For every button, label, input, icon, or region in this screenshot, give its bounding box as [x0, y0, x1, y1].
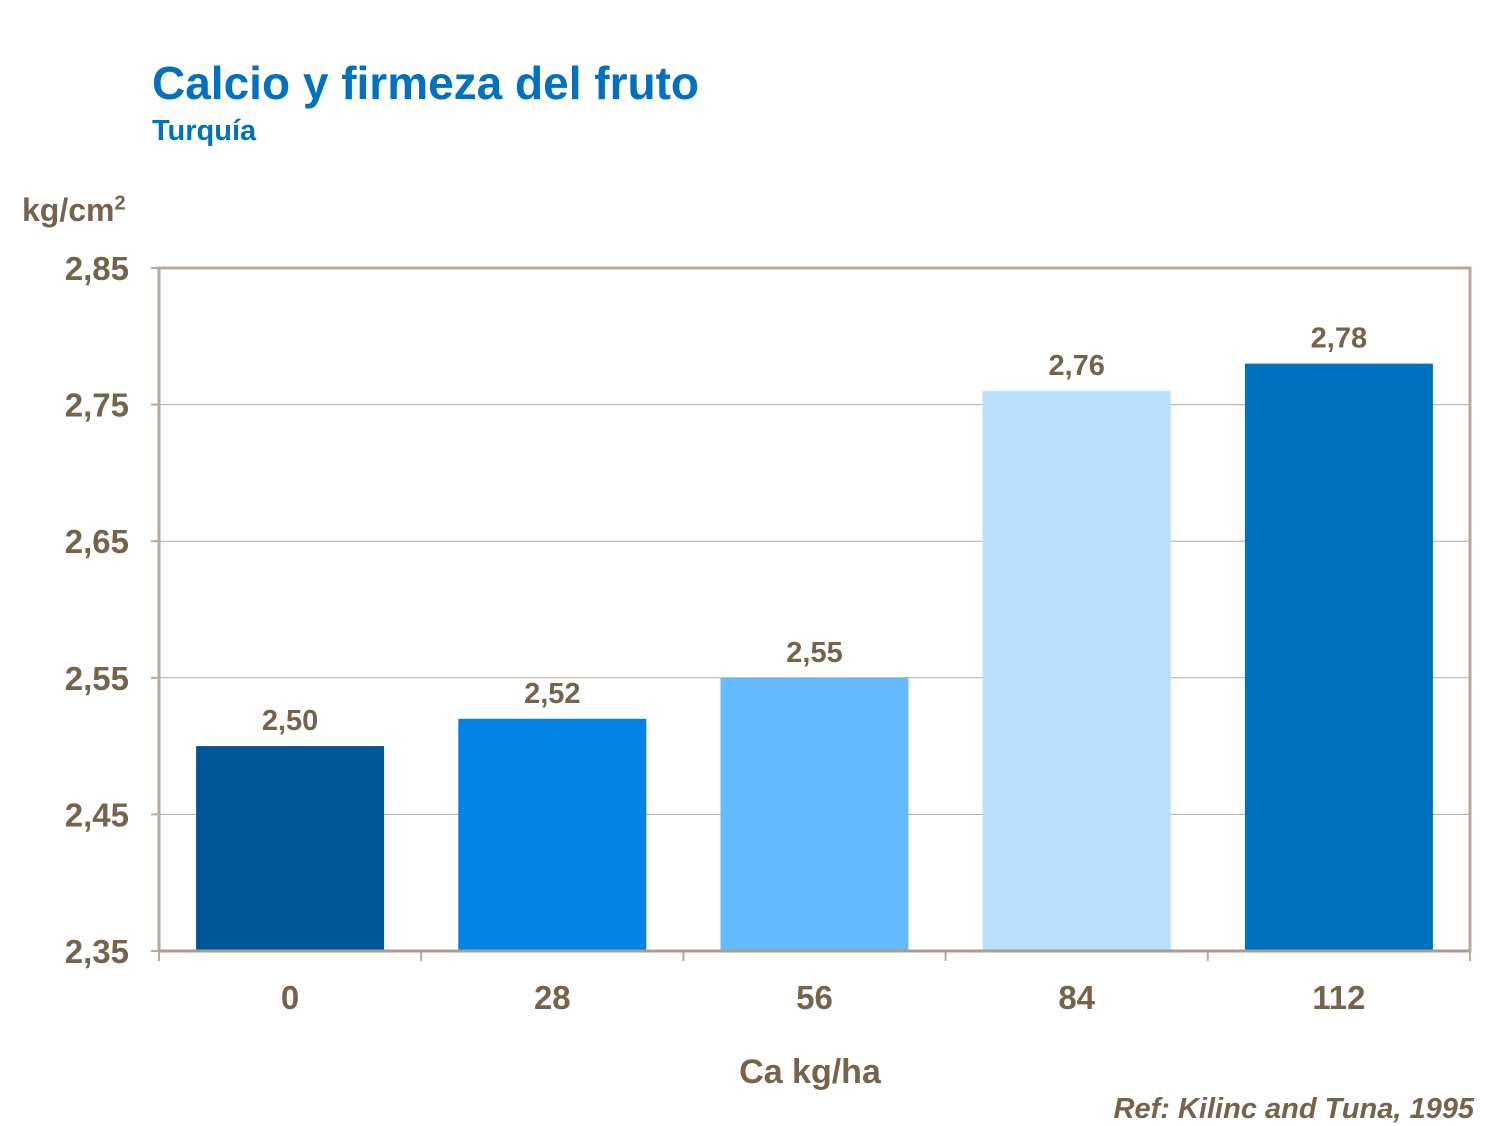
- y-tick-label: 2,45: [65, 796, 129, 833]
- y-tick-label: 2,35: [65, 933, 129, 970]
- x-tick-label: 84: [1058, 979, 1095, 1016]
- bar: [1244, 363, 1433, 951]
- bar: [720, 677, 909, 951]
- x-tick-label: 56: [796, 979, 833, 1016]
- chart-title: Calcio y firmeza del fruto: [152, 57, 700, 109]
- y-axis-unit: kg/cm: [22, 192, 115, 228]
- y-axis-label: kg/cm2: [22, 192, 126, 229]
- x-axis-label: Ca kg/ha: [739, 1053, 881, 1091]
- y-axis-unit-exponent: 2: [114, 192, 126, 215]
- chart-subtitle: Turquía: [152, 115, 257, 147]
- y-tick-label: 2,65: [65, 523, 129, 560]
- data-label: 2,78: [1311, 323, 1367, 355]
- x-tick-label: 28: [534, 979, 571, 1016]
- bar: [458, 718, 647, 951]
- data-label: 2,76: [1048, 350, 1104, 382]
- reference-note: Ref: Kilinc and Tuna, 1995: [1113, 1093, 1474, 1125]
- x-tick-label: 112: [1312, 979, 1365, 1016]
- x-tick-label: 0: [281, 979, 299, 1016]
- bar: [982, 390, 1171, 951]
- data-label: 2,50: [262, 705, 318, 737]
- y-tick-label: 2,55: [65, 660, 129, 697]
- data-label: 2,52: [524, 678, 580, 710]
- y-tick-label: 2,85: [65, 250, 129, 287]
- y-tick-label: 2,75: [65, 387, 129, 424]
- bar: [196, 746, 385, 951]
- data-label: 2,55: [786, 637, 842, 669]
